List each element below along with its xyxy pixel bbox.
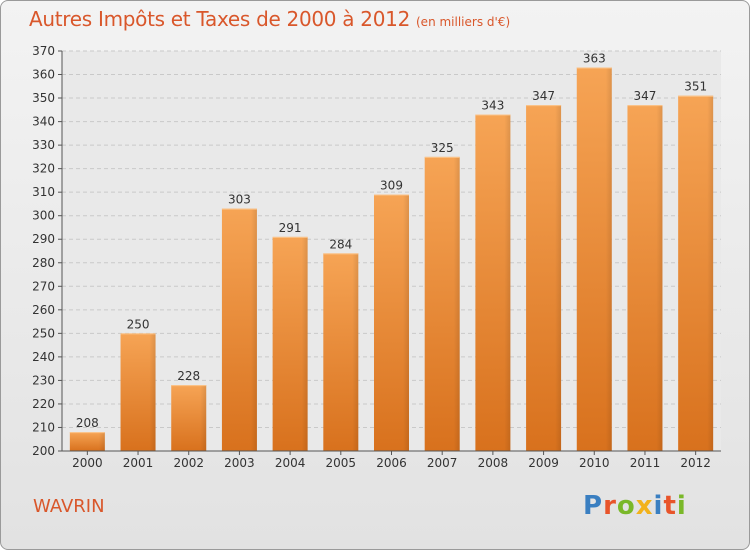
bar-shade — [352, 253, 359, 451]
x-tick-label: 2008 — [478, 456, 509, 470]
bar-shade — [301, 236, 308, 451]
y-tick-label: 260 — [32, 303, 55, 317]
x-tick-label: 2011 — [630, 456, 661, 470]
logo-letter: t — [663, 491, 677, 521]
y-tick-label: 370 — [32, 44, 55, 58]
y-tick-label: 240 — [32, 350, 55, 364]
bar-value-label: 325 — [431, 141, 454, 155]
logo-letter: o — [616, 491, 636, 521]
y-tick-label: 220 — [32, 397, 55, 411]
y-tick-label: 270 — [32, 279, 55, 293]
y-tick-label: 340 — [32, 115, 55, 129]
y-tick-label: 280 — [32, 256, 55, 270]
x-tick-label: 2003 — [224, 456, 255, 470]
y-tick-label: 290 — [32, 232, 55, 246]
bars: 208 250 228 303 291 284 309 325 343 347 363 347 351 — [69, 51, 714, 452]
y-tick-label: 210 — [32, 420, 55, 434]
bar-value-label: 347 — [532, 89, 555, 103]
logo-letter: P — [583, 491, 604, 521]
y-tick-label: 300 — [32, 209, 55, 223]
city-name: WAVRIN — [33, 496, 105, 517]
y-tick-label: 250 — [32, 326, 55, 340]
bar-shade — [707, 95, 714, 452]
bar-value-label: 228 — [177, 369, 200, 383]
bar-value-label: 309 — [380, 179, 403, 193]
chart-title: Autres Impôts et Taxes de 2000 à 2012 (en… — [29, 7, 510, 31]
x-tick-label: 2000 — [72, 456, 103, 470]
y-axis: 200 210 220 230 240 250 260 270 280 290 300 310 320 3… — [32, 44, 63, 458]
x-tick-label: 2009 — [528, 456, 559, 470]
y-tick-label: 360 — [32, 68, 55, 82]
chart-unit: (en milliers d'€) — [416, 15, 511, 29]
x-axis: 2000 2001 2002 2003 2004 2005 2006 2007 2008 2009… — [62, 450, 721, 470]
y-tick-label: 310 — [32, 185, 55, 199]
x-tick-label: 2010 — [579, 456, 610, 470]
logo-letter: i — [653, 491, 664, 521]
logo-letter: x — [635, 491, 654, 521]
x-tick-label: 2002 — [173, 456, 204, 470]
x-tick-label: 2012 — [680, 456, 711, 470]
bar-value-label: 351 — [684, 80, 707, 94]
bar-shade — [555, 105, 562, 451]
bar-value-label: 250 — [127, 317, 150, 331]
bar-shade — [200, 385, 207, 451]
bar-shade — [453, 156, 460, 451]
bar-shade — [605, 67, 612, 452]
bar-value-label: 347 — [634, 89, 657, 103]
y-tick-label: 320 — [32, 162, 55, 176]
bar-value-label: 303 — [228, 193, 251, 207]
bar-shade — [403, 194, 409, 451]
bar-shade — [149, 333, 156, 451]
y-tick-label: 230 — [32, 373, 55, 387]
logo-letter: r — [603, 491, 617, 521]
bar-shade — [250, 208, 257, 451]
logo-letter: i — [676, 491, 687, 521]
bar-shade — [656, 105, 663, 451]
x-tick-label: 2004 — [275, 456, 306, 470]
bar-shade — [98, 432, 105, 451]
bar-value-label: 291 — [279, 221, 302, 235]
x-tick-label: 2005 — [326, 456, 357, 470]
bar-value-label: 363 — [583, 51, 606, 65]
x-tick-label: 2006 — [376, 456, 407, 470]
y-tick-label: 350 — [32, 91, 55, 105]
chart-title-text: Autres Impôts et Taxes de 2000 à 2012 — [29, 7, 410, 31]
bar — [69, 432, 105, 451]
x-tick-label: 2007 — [427, 456, 458, 470]
proxiti-logo: Proxiti — [583, 491, 687, 521]
bar-value-label: 284 — [329, 237, 352, 251]
bar-value-label: 343 — [481, 99, 504, 113]
x-tick-label: 2001 — [123, 456, 154, 470]
bar-shade — [504, 114, 511, 451]
y-tick-label: 200 — [32, 444, 55, 458]
bar-value-label: 208 — [76, 416, 99, 430]
y-tick-label: 330 — [32, 138, 55, 152]
